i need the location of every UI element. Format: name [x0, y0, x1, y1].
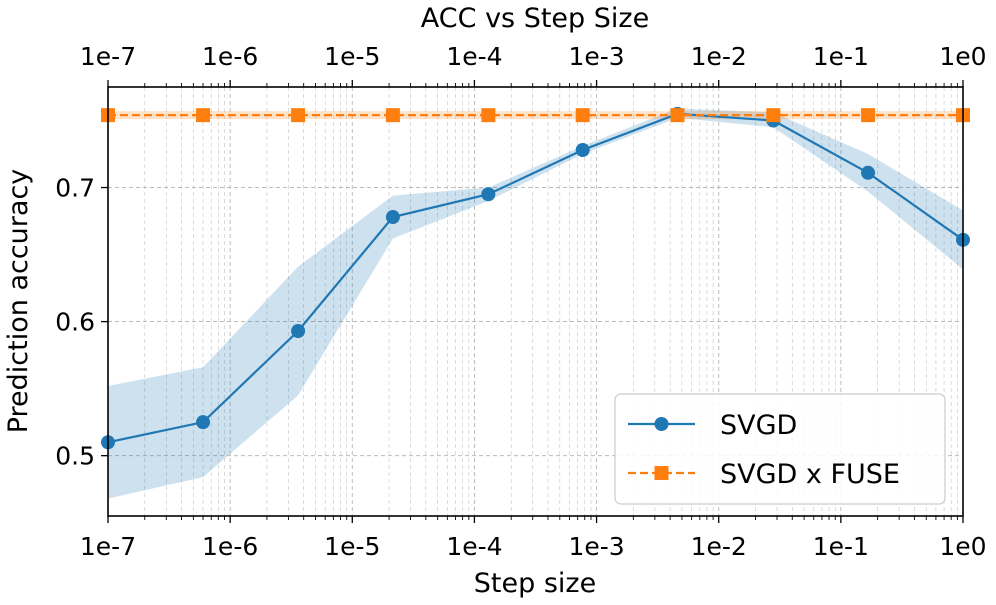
svgd-point [291, 323, 306, 338]
y-tick-label: 0.7 [55, 174, 95, 203]
series-markers [101, 106, 970, 450]
tick-labels: 1e-7 1e-7 1e-6 1e-6 1e-5 1e-5 1e-4 1e-4 1e-3 1e-3… [55, 42, 986, 561]
x-tick-label-bottom: 1e0 [939, 532, 986, 561]
svgd-x-fuse-point [670, 108, 685, 123]
x-tick-label-top: 1e0 [939, 42, 986, 71]
x-tick-label-top: 1e-6 [202, 42, 258, 71]
svgd-x-fuse-point [481, 108, 496, 123]
svgd-point [861, 165, 876, 180]
x-axis-label: Step size [474, 568, 596, 599]
x-tick-label-bottom: 1e-1 [813, 532, 869, 561]
y-tick-label: 0.5 [55, 442, 95, 471]
svgd-band [108, 108, 963, 499]
svgd-x-fuse-point [291, 108, 306, 123]
legend-svgd-label: SVGD [720, 410, 797, 441]
svgd-x-fuse-point [196, 108, 211, 123]
svgd-x-fuse-point [385, 108, 400, 123]
legend: SVGD SVGD x FUSE [614, 393, 946, 505]
x-tick-label-top: 1e-7 [80, 42, 136, 71]
x-tick-label-top: 1e-1 [813, 42, 869, 71]
x-tick-label-top: 1e-2 [691, 42, 747, 71]
svgd-point [481, 187, 496, 202]
axis-ticks [101, 80, 964, 523]
x-tick-label-bottom: 1e-4 [446, 532, 502, 561]
plot-frame [107, 86, 964, 517]
legend-box [614, 393, 946, 505]
x-tick-label-top: 1e-5 [324, 42, 380, 71]
x-tick-label-bottom: 1e-5 [324, 532, 380, 561]
chart-title: ACC vs Step Size [421, 3, 649, 34]
y-tick-label: 0.6 [55, 308, 95, 337]
series-lines [107, 112, 964, 444]
x-tick-label-bottom: 1e-6 [202, 532, 258, 561]
svgd-x-fuse-point [766, 108, 781, 123]
legend-svgd-x-fuse-label: SVGD x FUSE [720, 459, 900, 490]
svgd-point [575, 143, 590, 158]
x-tick-label-top: 1e-4 [446, 42, 502, 71]
legend-svgd-marker [654, 417, 669, 431]
svgd-point [385, 210, 400, 225]
svgd-x-fuse-point [575, 108, 590, 123]
svgd-line [107, 112, 964, 444]
legend-svgd-x-fuse-marker [654, 466, 669, 480]
x-tick-label-bottom: 1e-2 [691, 532, 747, 561]
legend-entries: SVGD SVGD x FUSE [628, 410, 900, 490]
svgd-point [196, 415, 211, 430]
x-tick-label-bottom: 1e-3 [568, 532, 624, 561]
y-axis-label: Prediction accuracy [3, 169, 34, 434]
x-tick-label-top: 1e-3 [568, 42, 624, 71]
svgd-x-fuse-point [861, 108, 876, 123]
x-tick-label-bottom: 1e-7 [80, 532, 136, 561]
